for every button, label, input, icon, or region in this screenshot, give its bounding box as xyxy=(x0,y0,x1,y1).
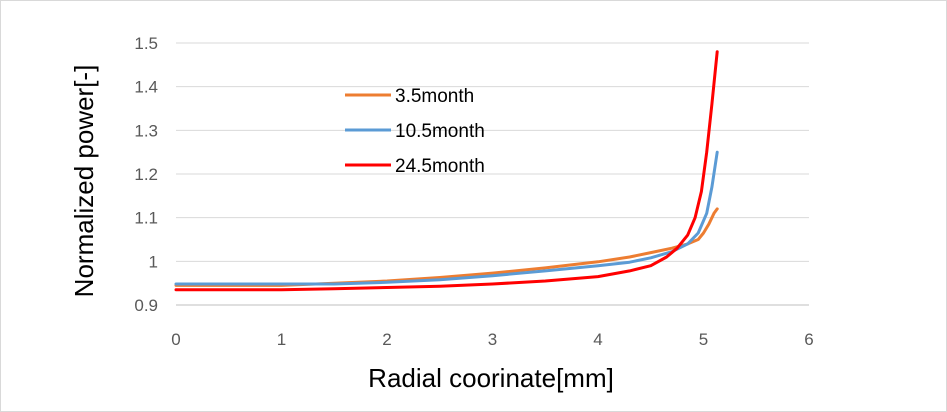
x-tick-label: 0 xyxy=(171,330,180,349)
legend: 3.5month 10.5month 24.5month xyxy=(345,86,485,177)
y-tick-label: 1.2 xyxy=(134,165,158,184)
x-tick-label: 2 xyxy=(382,330,391,349)
y-tick-label: 1.3 xyxy=(134,121,158,140)
y-tick-label: 1.5 xyxy=(134,34,158,53)
series-line-2 xyxy=(174,50,719,292)
legend-label-0: 3.5month xyxy=(395,86,474,107)
y-tick-label: 0.9 xyxy=(134,296,158,315)
x-tick-label: 5 xyxy=(699,330,708,349)
x-tick-label: 6 xyxy=(804,330,813,349)
series-lines xyxy=(174,50,719,292)
x-tick-label: 3 xyxy=(488,330,497,349)
y-tick-label: 1.1 xyxy=(134,209,158,228)
x-tick-label: 4 xyxy=(593,330,602,349)
legend-label-2: 24.5month xyxy=(395,156,485,177)
x-tick-labels: 0 1 2 3 4 5 6 xyxy=(171,330,813,349)
legend-label-1: 10.5month xyxy=(395,121,485,142)
y-tick-label: 1 xyxy=(149,252,158,271)
series-line-0 xyxy=(174,207,719,287)
grid-lines xyxy=(176,42,809,306)
y-axis-title: Normalized power[-] xyxy=(69,65,99,298)
series-line-1 xyxy=(174,150,719,286)
y-tick-labels: 0.9 1 1.1 1.2 1.3 1.4 1.5 xyxy=(134,34,158,315)
x-tick-label: 1 xyxy=(277,330,286,349)
y-tick-label: 1.4 xyxy=(134,78,158,97)
x-axis-title: Radial coorinate[mm] xyxy=(368,363,614,393)
